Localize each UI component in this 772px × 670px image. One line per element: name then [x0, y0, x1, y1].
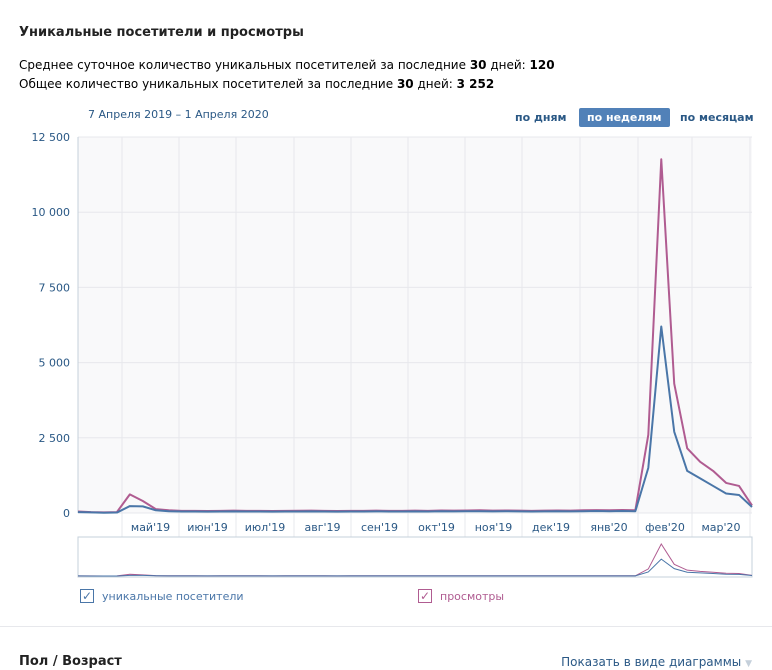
stat-mid: дней:: [413, 77, 457, 91]
y-tick-label: 12 500: [32, 131, 71, 144]
avg-daily-visitors: Среднее суточное количество уникальных п…: [19, 58, 555, 72]
by-months-button[interactable]: по месяцам: [680, 111, 754, 124]
legend-views[interactable]: ✓ просмотры: [418, 589, 504, 603]
x-tick-label: июл'19: [245, 521, 285, 534]
total-visitors: Общее количество уникальных посетителей …: [19, 77, 494, 91]
x-tick-label: авг'19: [304, 521, 340, 534]
y-tick-label: 2 500: [39, 432, 71, 445]
legend-visitors[interactable]: ✓ уникальные посетители: [80, 589, 244, 603]
gender-age-title: Пол / Возраст: [19, 654, 122, 669]
section-title: Уникальные посетители и просмотры: [19, 25, 304, 40]
visitors-chart: 0 2 500 5 000 7 500 10 000 12 500 май'19 июн'19…: [32, 131, 753, 578]
stat-value: 3 252: [456, 77, 495, 91]
stat-mid: дней:: [486, 58, 530, 72]
x-tick-label: окт'19: [418, 521, 455, 534]
checkbox-checked-icon[interactable]: ✓: [80, 589, 94, 603]
x-tick-label: фев'20: [645, 521, 685, 534]
navigator-line: [77, 558, 753, 577]
y-tick-label: 10 000: [32, 206, 71, 219]
stat-label: Общее количество уникальных посетителей …: [19, 77, 397, 91]
x-tick-label: июн'19: [187, 521, 228, 534]
legend-label: уникальные посетители: [102, 589, 244, 603]
x-tick-label: май'19: [131, 521, 170, 534]
navigator: [77, 536, 753, 578]
y-tick-label: 5 000: [39, 357, 71, 370]
stat-days: 30: [469, 58, 487, 72]
stat-days: 30: [396, 77, 414, 91]
legend-label: просмотры: [440, 589, 505, 603]
stat-label: Среднее суточное количество уникальных п…: [19, 58, 470, 72]
x-tick-label: ноя'19: [475, 521, 513, 534]
stat-value: 120: [529, 58, 555, 72]
by-weeks-button[interactable]: по неделям: [579, 108, 670, 127]
checkbox-checked-icon[interactable]: ✓: [418, 589, 432, 603]
x-tick-label: янв'20: [590, 521, 627, 534]
plot-area: [78, 137, 752, 513]
show-as-chart-dropdown[interactable]: Показать в виде диаграммы ▼: [561, 655, 752, 669]
x-tick-label: дек'19: [532, 521, 570, 534]
x-tick-label: мар'20: [701, 521, 740, 534]
divider: [0, 626, 772, 627]
date-range[interactable]: 7 Апреля 2019 – 1 Апреля 2020: [88, 108, 269, 121]
x-tick-label: сен'19: [361, 521, 398, 534]
dropdown-label: Показать в виде диаграммы: [561, 655, 742, 669]
by-days-button[interactable]: по дням: [515, 111, 567, 124]
y-tick-label: 7 500: [39, 281, 71, 294]
chevron-down-icon: ▼: [745, 659, 752, 669]
y-tick-label: 0: [63, 507, 70, 520]
